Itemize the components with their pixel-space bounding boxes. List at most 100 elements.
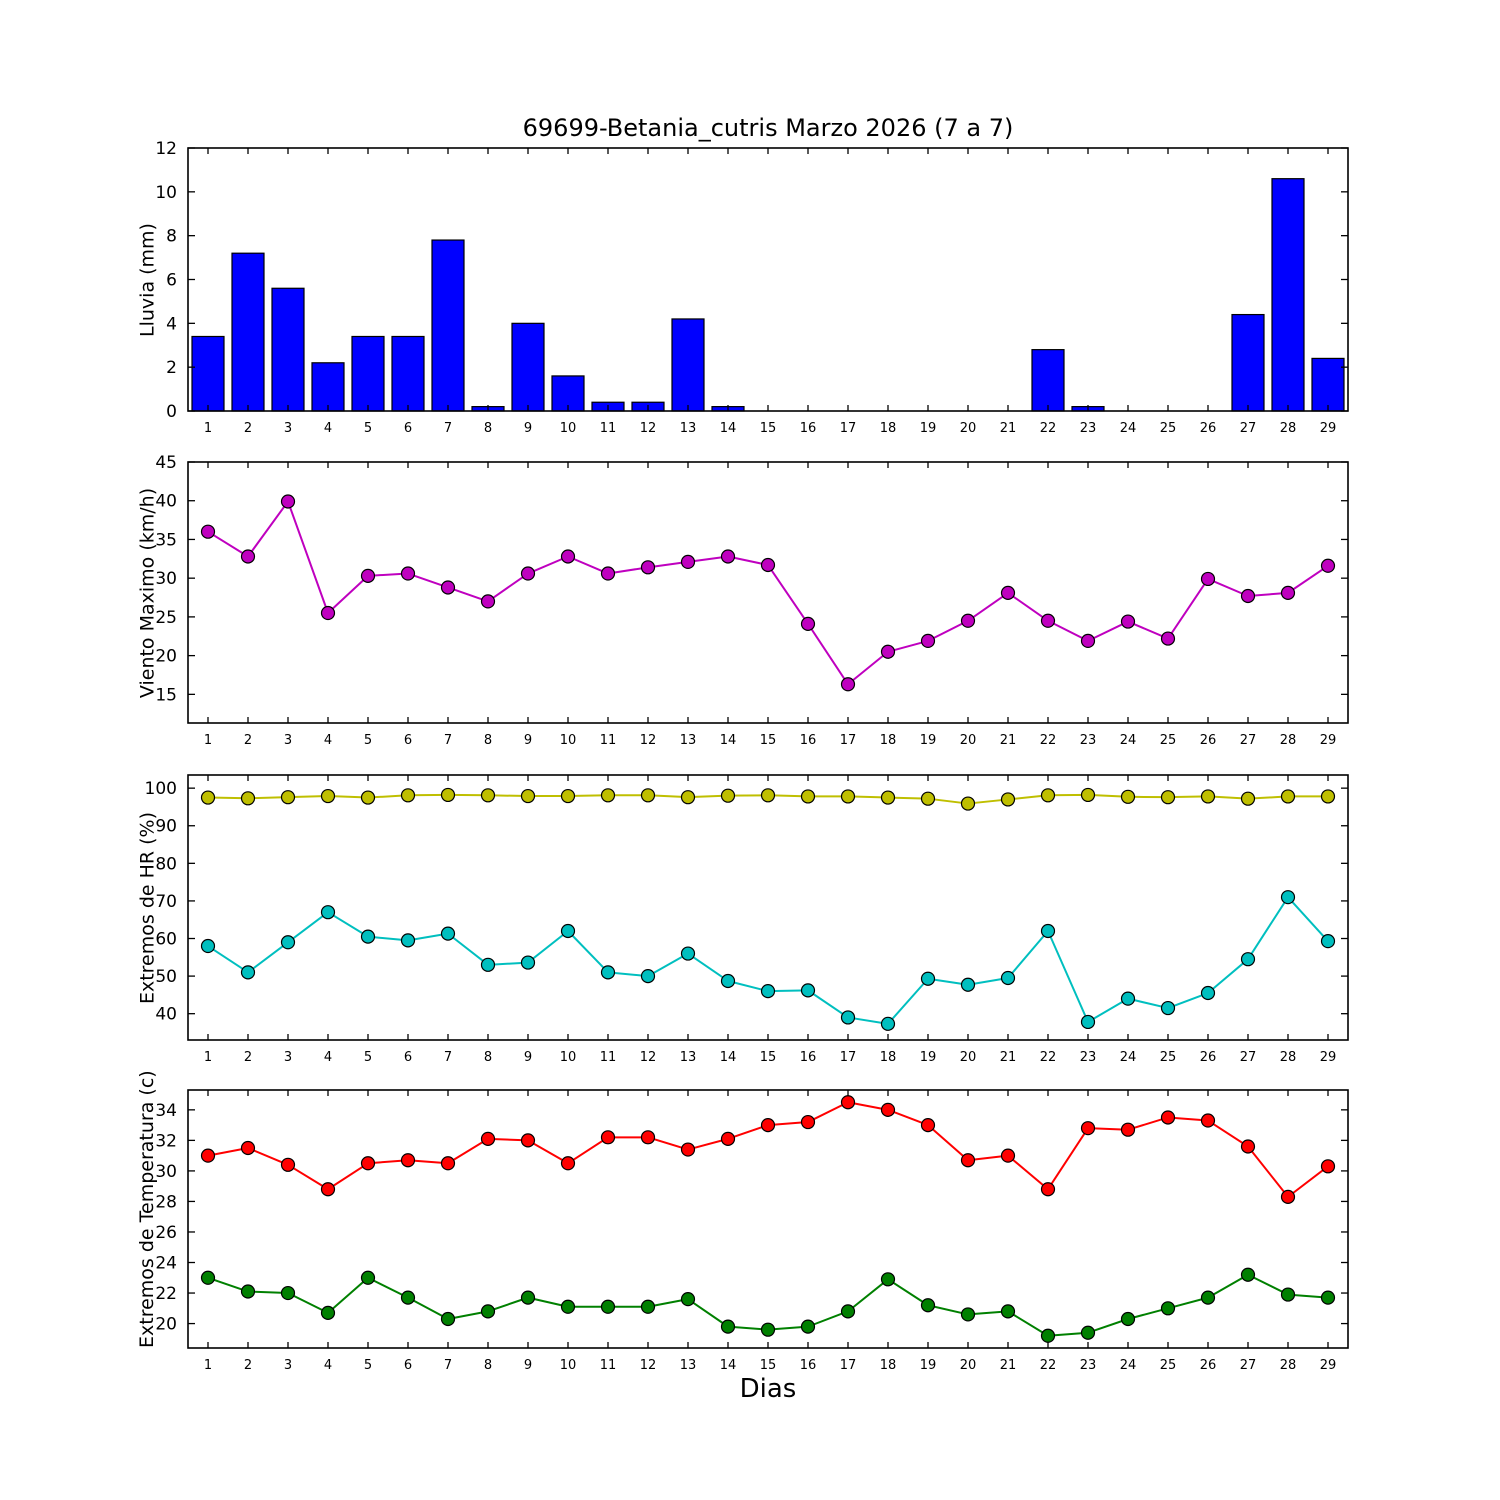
x-tick-label: 12 [640,421,657,436]
y-tick-label: 20 [155,1315,177,1335]
x-tick-label: 26 [1200,733,1217,748]
bar-day-7 [431,239,465,412]
data-point [640,1130,656,1145]
data-point [1120,1311,1136,1327]
x-tick-label: 5 [364,1358,372,1373]
x-tick-label: 17 [840,1050,857,1065]
y-tick-label: 40 [155,492,177,512]
data-point [560,923,576,939]
x-tick-label: 2 [244,1050,252,1065]
x-tick-label: 9 [524,1358,532,1373]
x-tick-label: 12 [640,1358,657,1373]
axes-border [187,1089,1349,1349]
data-point [240,791,256,806]
x-tick-label: 18 [880,1358,897,1373]
data-point [520,566,536,581]
data-point [760,984,776,999]
data-point [600,1130,616,1145]
data-point [1000,970,1016,986]
data-point [1320,934,1336,949]
x-tick-label: 15 [760,733,777,748]
axes-border [187,774,1349,1041]
data-point [520,788,536,804]
data-point [1200,571,1216,587]
y-tick-label: 4 [166,314,177,334]
data-point [840,1304,856,1319]
x-tick-label: 6 [404,733,412,748]
data-point [560,1156,576,1171]
data-point [360,1270,376,1285]
x-tick-label: 28 [1280,733,1297,748]
x-tick-label: 26 [1200,1358,1217,1373]
x-tick-label: 5 [364,733,372,748]
x-tick-label: 25 [1160,421,1177,436]
x-tick-label: 6 [404,421,412,436]
x-tick-label: 28 [1280,1358,1297,1373]
data-point [1160,1301,1176,1316]
data-point [1160,1000,1176,1016]
x-tick-label: 22 [1040,733,1057,748]
data-point [840,1010,856,1025]
x-tick-label: 27 [1240,1358,1257,1373]
data-point [680,1292,696,1307]
data-point [1000,792,1016,807]
axes-border [187,461,1349,724]
x-tick-label: 14 [720,421,737,436]
x-tick-label: 16 [800,733,817,748]
y-tick-label: 28 [155,1192,177,1212]
data-point [560,788,576,804]
x-tick-label: 27 [1240,421,1257,436]
x-tick-label: 3 [284,1358,292,1373]
data-point [680,790,696,805]
y-tick-label: 10 [155,183,177,203]
data-point [960,613,976,628]
y-tick-label: 24 [155,1254,177,1274]
x-tick-label: 9 [524,733,532,748]
bar-day-13 [671,318,705,412]
x-tick-label: 15 [760,1050,777,1065]
data-point [1240,588,1256,604]
data-point [560,1299,576,1314]
x-tick-label: 13 [680,421,697,436]
x-tick-label: 10 [560,1358,577,1373]
x-tick-label: 3 [284,733,292,748]
data-point [720,1319,736,1334]
data-point [200,524,216,539]
data-point [280,1157,296,1172]
x-tick-label: 23 [1080,1050,1097,1065]
data-point [960,1307,976,1322]
x-tick-label: 1 [204,1050,212,1065]
data-point [200,1270,216,1285]
y-tick-label: 32 [155,1131,177,1151]
data-point [600,566,616,581]
data-point [200,1148,216,1163]
y-tick-label: 30 [155,1162,177,1182]
y-tick-label: 35 [155,530,177,550]
x-tick-label: 17 [840,421,857,436]
x-tick-label: 5 [364,421,372,436]
data-point [240,1140,256,1156]
data-point [760,1322,776,1337]
data-point [1280,1189,1296,1204]
x-tick-label: 11 [600,1358,617,1373]
data-point [520,1290,536,1305]
data-point [1080,1325,1096,1340]
x-tick-label: 11 [600,733,617,748]
x-tick-label: 5 [364,1050,372,1065]
x-tick-label: 17 [840,733,857,748]
data-point [440,1156,456,1171]
data-point [440,926,456,941]
data-point [440,580,456,595]
data-point [560,549,576,564]
x-tick-label: 24 [1120,1050,1137,1065]
x-tick-label: 21 [1000,733,1017,748]
x-tick-label: 13 [680,1050,697,1065]
data-point [840,789,856,804]
data-point [760,1118,776,1133]
x-tick-label: 26 [1200,1050,1217,1065]
data-point [400,933,416,948]
bar-day-29 [1311,357,1345,412]
x-tick-label: 6 [404,1050,412,1065]
data-point [1280,789,1296,804]
